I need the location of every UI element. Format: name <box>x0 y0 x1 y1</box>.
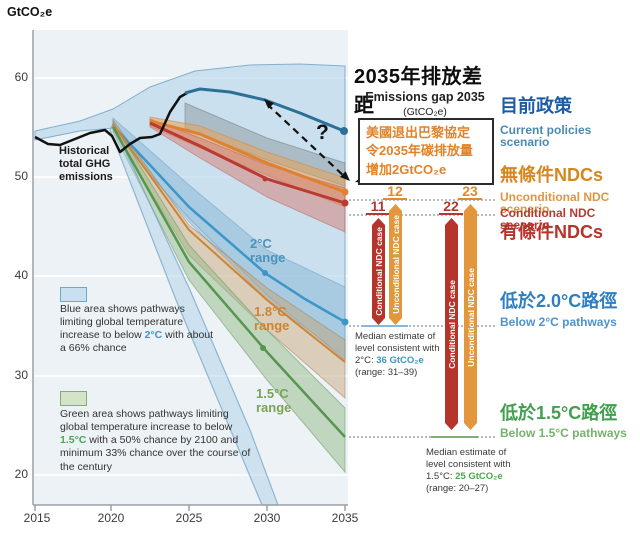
legend-conditional-ndc-en: Conditional NDC scenario <box>500 206 596 232</box>
legend-below-2c-zh: 低於2.0°C路徑 <box>500 291 618 311</box>
legend-below-1-5c-en: Below 1.5°C pathways <box>500 426 627 440</box>
median-15c-prefix: 1.5°C: <box>426 471 456 483</box>
gap-bar-2c-conditional: Conditional NDC case <box>372 218 385 325</box>
line-below-1-5c <box>111 126 346 438</box>
median-2c-l1: Median estimate of <box>355 331 436 342</box>
green-note-text2: with a 50% chance by 2100 and minimum 33… <box>60 434 251 473</box>
median-15c-l1: Median estimate of <box>426 447 507 458</box>
blue-note-text: Blue area shows pathways limiting global… <box>60 303 185 342</box>
range-label-2c: 2°C range <box>250 236 286 266</box>
blue-area-note: Blue area shows pathways limiting global… <box>60 303 216 356</box>
median-2c-note: Median estimate of level consistent with… <box>355 331 451 380</box>
y-tick-40: 40 <box>14 268 28 282</box>
y-tick-30: 30 <box>14 368 28 382</box>
line-current-policies <box>184 87 345 133</box>
gap-bar-1-5c-unconditional: Unconditional NDC case <box>464 204 477 430</box>
legend-conditional-ndc-zh: 有條件NDCs <box>500 222 604 242</box>
line-conditional-ndc <box>149 121 346 205</box>
x-tick-2035: 2035 <box>331 511 359 525</box>
callout-line3: 增加2GtCO₂e <box>366 161 447 177</box>
green-note-text: Green area shows pathways limiting globa… <box>60 408 233 434</box>
x-tick-2015: 2015 <box>23 511 51 525</box>
gap-bar-1-5c-conditional: Conditional NDC case <box>445 218 458 430</box>
gap-value-1-5c-unconditional: 23 <box>458 183 482 200</box>
x-tick-2030: 2030 <box>253 511 281 525</box>
y-axis-title: GtCO₂e <box>7 5 53 19</box>
gap-panel-title-zh: 2035年排放差距 <box>354 66 483 117</box>
median-15c-l2: level consistent with <box>426 459 511 471</box>
axes-lines <box>32 30 348 511</box>
green-note-highlight: 1.5°C <box>60 434 87 447</box>
median-15c-l3: 1.5°C: 25 GtCO₂e <box>426 471 526 483</box>
y-tick-60: 60 <box>14 70 28 84</box>
range-label-1-8c: 1.8°C range <box>254 304 290 334</box>
legend-current-policies-en: Current policies scenario <box>500 123 592 149</box>
blue-note-text2: with about a 66% chance <box>60 329 214 355</box>
median-1-5c-line <box>431 436 478 438</box>
gap-value-2c-unconditional: 12 <box>383 183 407 200</box>
median-15c-range: (range: 20–27) <box>426 483 489 495</box>
y-tick-20: 20 <box>14 467 28 481</box>
median-2c-range: (range: 31–39) <box>355 367 418 379</box>
gap-bar-label: Unconditional NDC case <box>390 215 401 314</box>
historical-emissions-label: Historical total GHG emissions <box>59 145 113 183</box>
median-15c-value: 25 GtCO₂e <box>455 471 503 483</box>
gap-value-2c-conditional: 11 <box>366 198 390 215</box>
line-historical <box>34 91 188 154</box>
gap-panel-unit: (GtCO₂e) <box>403 106 447 118</box>
callout-line1: 美國退出巴黎協定 <box>366 125 471 140</box>
us-paris-withdrawal-callout: 美國退出巴黎協定 令2035年碳排放量 增加2GtCO₂e <box>358 118 494 186</box>
blue-area-swatch <box>60 287 87 302</box>
gap-bar-label: Unconditional NDC case <box>465 267 476 367</box>
gap-bar-label: Conditional NDC case <box>373 227 384 316</box>
line-unconditional-ndc <box>149 119 346 194</box>
median-2c-value: 36 GtCO₂e <box>376 355 424 367</box>
range-label-1-5c: 1.5°C range <box>256 386 292 416</box>
leader-conditional-level <box>349 214 495 216</box>
leader-2c-median-level <box>349 325 495 327</box>
median-2c-prefix: 2°C: <box>355 355 377 367</box>
band-below-1-5c <box>112 120 346 474</box>
callout-line2: 令2035年碳排放量 <box>366 143 473 159</box>
line-1-8c <box>112 123 346 363</box>
gap-panel-title-en: Emissions gap 2035 <box>365 90 485 104</box>
legend-below-1-5c-zh: 低於1.5°C路徑 <box>500 403 618 423</box>
legend-current-policies-zh: 目前政策 <box>500 96 572 116</box>
blue-note-highlight: 2°C <box>144 329 163 342</box>
median-1-5c-note: Median estimate of level consistent with… <box>426 447 526 496</box>
gap-value-1-5c-conditional: 22 <box>439 198 463 215</box>
median-2c-line <box>361 325 408 327</box>
green-area-note: Green area shows pathways limiting globa… <box>60 408 254 474</box>
x-tick-2025: 2025 <box>175 511 203 525</box>
band-conditional-ndc <box>149 118 346 233</box>
question-mark: ? <box>316 121 329 144</box>
x-tick-2020: 2020 <box>97 511 125 525</box>
green-area-swatch <box>60 391 87 406</box>
legend-unconditional-ndc-zh: 無條件NDCs <box>500 165 604 185</box>
gap-bar-2c-unconditional: Unconditional NDC case <box>389 204 402 325</box>
median-2c-l2: level consistent with <box>355 343 440 355</box>
leader-1-5c-median-level <box>349 436 495 438</box>
line-markers <box>260 127 349 351</box>
leader-unconditional-level <box>349 199 495 201</box>
y-tick-50: 50 <box>14 169 28 183</box>
median-2c-l3: 2°C: 36 GtCO₂e <box>355 355 451 367</box>
gap-question-arrow <box>264 99 350 181</box>
legend-below-2c-en: Below 2°C pathways <box>500 315 617 329</box>
legend-unconditional-ndc-en: Unconditional NDC scenario <box>500 190 610 216</box>
line-below-2c <box>112 125 346 324</box>
